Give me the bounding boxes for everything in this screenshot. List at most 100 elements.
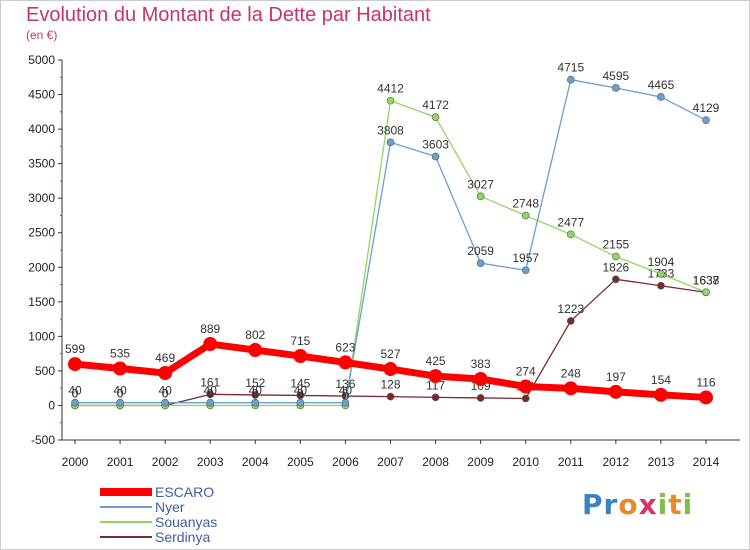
data-label-serdinya: 161 — [200, 375, 220, 389]
data-point-serdinya — [386, 392, 395, 401]
data-point-nyer — [386, 138, 395, 147]
data-point-serdinya — [251, 391, 260, 399]
data-point-souanyas — [431, 113, 440, 122]
data-label-serdinya: 136 — [335, 377, 355, 391]
data-label-escaro: 383 — [471, 357, 491, 371]
data-point-escaro — [203, 337, 218, 352]
data-label-nyer: 40 — [249, 384, 263, 398]
x-tick-label: 2004 — [242, 455, 269, 469]
x-tick-label: 2001 — [107, 455, 134, 469]
data-label-escaro: 535 — [110, 346, 130, 360]
data-label-nyer: 4129 — [693, 101, 720, 115]
data-label-nyer: 40 — [68, 384, 82, 398]
data-point-escaro — [338, 355, 353, 370]
data-point-souanyas — [657, 270, 665, 278]
data-point-nyer — [206, 398, 215, 407]
data-label-serdinya: 117 — [426, 378, 445, 392]
data-point-escaro — [158, 366, 173, 381]
y-tick-label: 1500 — [28, 295, 55, 309]
y-tick-label: 1000 — [28, 329, 55, 343]
data-point-souanyas — [476, 192, 485, 201]
data-label-escaro: 715 — [290, 334, 310, 348]
data-label-nyer: 40 — [204, 384, 218, 398]
y-tick-label: 0 — [48, 398, 55, 412]
data-label-escaro: 425 — [426, 354, 446, 368]
data-label-escaro: 527 — [380, 347, 400, 361]
data-point-serdinya — [521, 394, 530, 403]
x-tick-label: 2003 — [197, 455, 224, 469]
data-point-nyer — [341, 398, 350, 407]
data-label-souanyas: 3027 — [467, 177, 494, 191]
data-point-escaro — [653, 387, 668, 402]
data-point-serdinya — [431, 393, 440, 402]
x-tick-label: 2013 — [648, 455, 675, 469]
data-point-serdinya — [612, 275, 620, 284]
data-point-escaro — [293, 349, 308, 364]
data-label-escaro: 248 — [561, 366, 581, 380]
y-tick-label: 2500 — [28, 226, 55, 240]
data-label-nyer: 40 — [339, 384, 353, 398]
legend-label-souanyas: Souanyas — [155, 514, 217, 530]
data-label-nyer: 4715 — [557, 61, 584, 75]
data-label-escaro: 469 — [155, 351, 175, 365]
data-label-souanyas: 0 — [297, 386, 304, 400]
data-point-serdinya — [566, 317, 575, 325]
data-label-nyer: 1957 — [512, 251, 539, 265]
data-point-nyer — [296, 398, 305, 407]
y-tick-label: 500 — [35, 364, 55, 378]
data-point-nyer — [431, 152, 440, 161]
data-label-souanyas: 0 — [72, 386, 79, 400]
data-point-serdinya — [476, 394, 485, 402]
data-label-serdinya: 1223 — [557, 302, 584, 316]
data-label-souanyas: 0 — [117, 386, 124, 400]
data-label-souanyas: 2477 — [557, 215, 584, 229]
data-point-escaro — [473, 371, 488, 386]
legend-label-nyer: Nyer — [155, 499, 185, 515]
legend-label-serdinya: Serdinya — [155, 529, 210, 545]
data-label-souanyas: 4412 — [377, 82, 404, 96]
y-tick-label: -500 — [31, 433, 55, 447]
data-point-nyer — [521, 266, 530, 275]
x-tick-label: 2014 — [693, 455, 720, 469]
y-tick-label: 4000 — [28, 122, 55, 136]
data-point-nyer — [657, 93, 665, 101]
data-point-nyer — [161, 398, 169, 407]
data-label-souanyas: 1904 — [648, 255, 675, 269]
data-point-souanyas — [386, 96, 395, 105]
data-label-souanyas: 0 — [207, 386, 214, 400]
data-label-souanyas: 4172 — [422, 98, 449, 112]
x-tick-label: 2006 — [332, 455, 359, 469]
data-label-serdinya: 128 — [380, 378, 400, 392]
data-point-souanyas — [521, 211, 530, 220]
data-point-nyer — [702, 116, 710, 124]
y-tick-label: 2000 — [28, 260, 55, 274]
data-label-serdinya: 1637 — [693, 273, 720, 287]
data-point-souanyas — [702, 288, 710, 297]
data-point-escaro — [248, 343, 263, 358]
y-tick-label: 3500 — [28, 157, 55, 171]
data-point-escaro — [113, 361, 128, 376]
data-label-serdinya: 145 — [290, 376, 310, 390]
chart-subtitle: (en €) — [26, 28, 58, 42]
data-label-escaro: 623 — [335, 340, 355, 354]
data-label-souanyas: 0 — [252, 386, 259, 400]
chart-title: Evolution du Montant de la Dette par Hab… — [26, 4, 431, 26]
data-label-serdinya: 0 — [162, 386, 169, 400]
data-label-nyer: 40 — [158, 384, 172, 398]
y-tick-label: 5000 — [28, 53, 55, 67]
data-label-souanyas: 2748 — [512, 197, 539, 211]
data-label-souanyas: 0 — [342, 386, 349, 400]
data-label-escaro: 116 — [696, 375, 715, 389]
data-label-souanyas: 1638 — [693, 273, 720, 287]
data-point-escaro — [699, 390, 713, 405]
data-label-souanyas: 2155 — [603, 238, 630, 252]
data-label-serdinya: 0 — [117, 386, 124, 400]
x-tick-label: 2007 — [377, 455, 404, 469]
data-point-escaro — [563, 381, 578, 396]
data-label-escaro: 274 — [516, 365, 536, 379]
x-tick-label: 2010 — [512, 455, 539, 469]
data-point-nyer — [71, 398, 79, 407]
data-label-escaro: 154 — [651, 373, 671, 387]
x-tick-label: 2000 — [62, 455, 89, 469]
